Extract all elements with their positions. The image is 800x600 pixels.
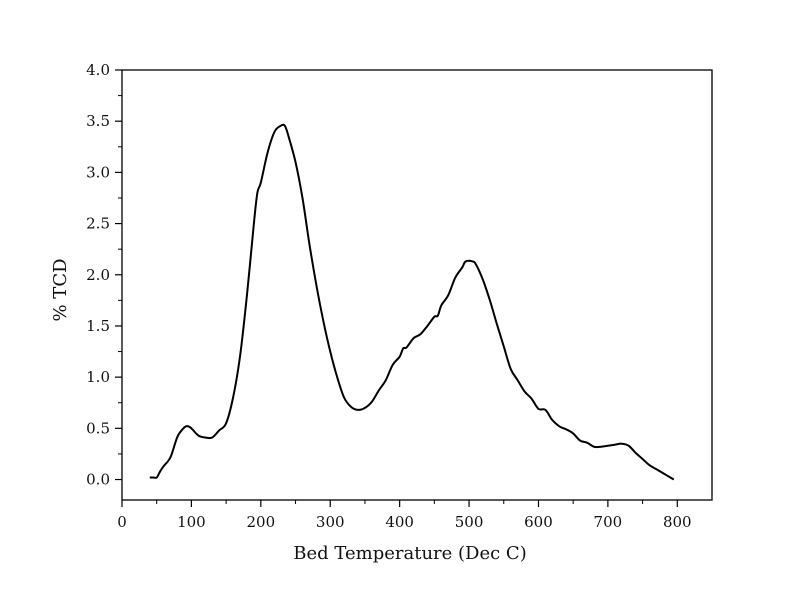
plot-frame	[121, 69, 713, 501]
y-tick-label: 2.5	[86, 215, 110, 233]
y-tick-label: 1.5	[86, 317, 110, 335]
y-tick-label: 0.5	[86, 419, 110, 437]
x-tick-label: 600	[524, 513, 553, 531]
x-tick-label: 800	[663, 513, 692, 531]
y-tick-label: 4.0	[86, 61, 110, 79]
y-tick-label: 0.0	[86, 471, 110, 489]
x-axis: 0 100 200 300 400 500 600 700 800	[117, 500, 692, 531]
x-tick-label: 0	[117, 513, 127, 531]
y-axis-label: % TCD	[50, 258, 71, 321]
x-axis-label: Bed Temperature (Dec C)	[293, 543, 526, 564]
y-tick-label: 2.0	[86, 266, 110, 284]
x-tick-label: 700	[594, 513, 623, 531]
y-tick-label: 1.0	[86, 368, 110, 386]
x-tick-label: 400	[385, 513, 414, 531]
y-axis: 0.0 0.5 1.0 1.5 2.0 2.5 3.0 3.5 4.0	[86, 61, 122, 489]
series-line-tcd	[149, 123, 675, 481]
x-tick-label: 500	[455, 513, 484, 531]
x-tick-label: 300	[316, 513, 345, 531]
y-tick-label: 3.0	[86, 163, 110, 181]
x-tick-label: 100	[177, 513, 206, 531]
x-tick-label: 200	[247, 513, 276, 531]
y-tick-label: 3.5	[86, 112, 110, 130]
